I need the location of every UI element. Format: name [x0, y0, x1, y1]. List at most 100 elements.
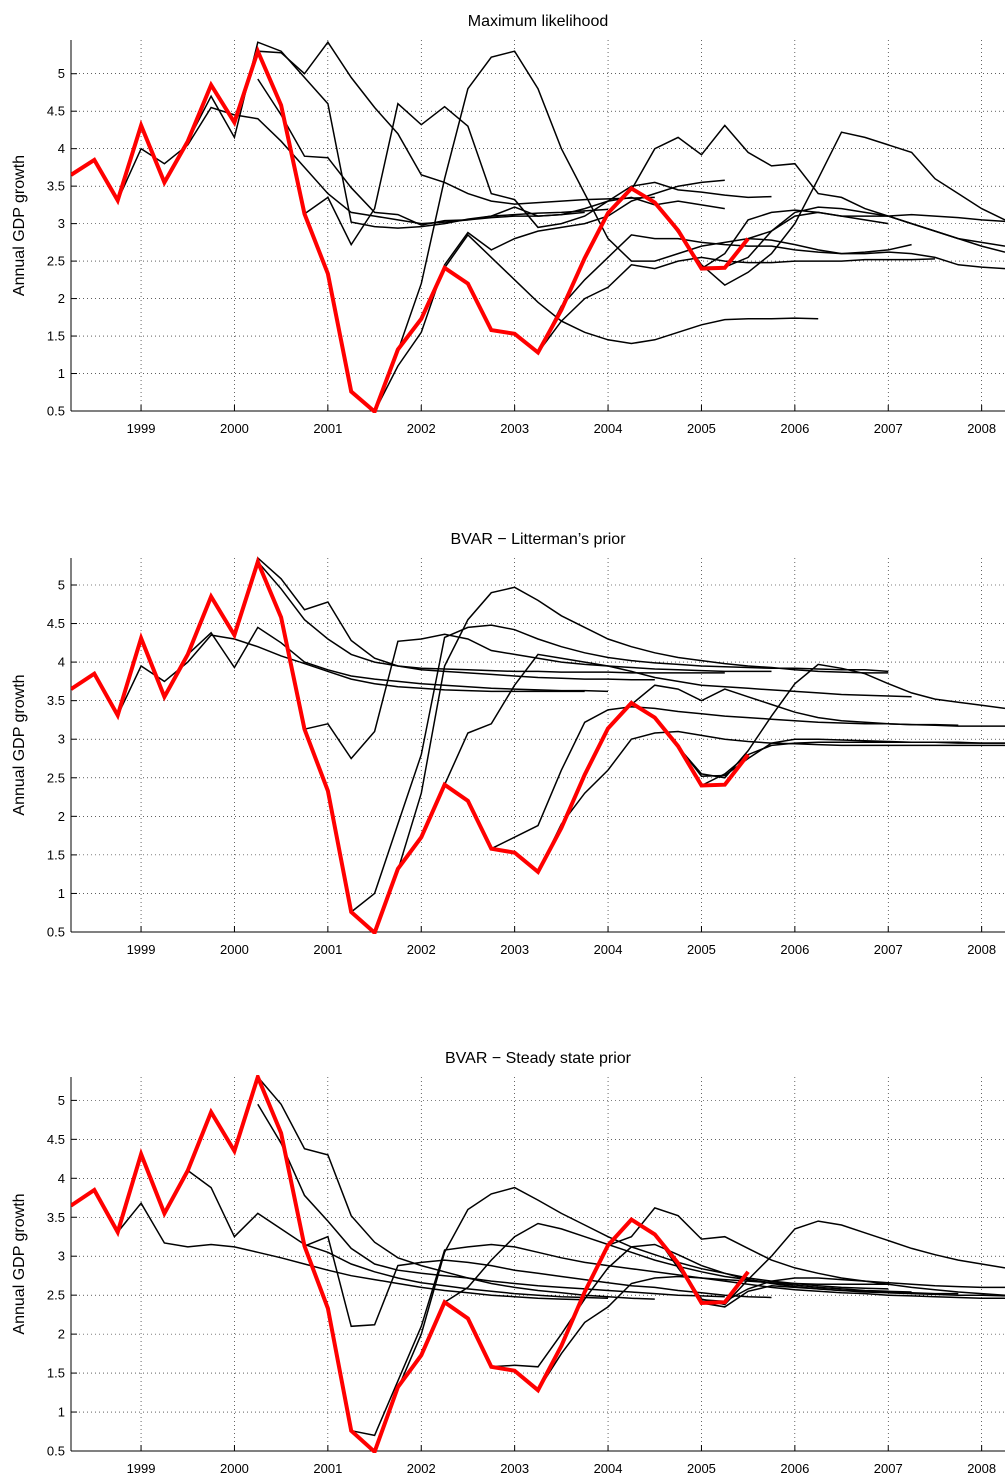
y-tick-label: 4 [58, 141, 65, 156]
y-tick-label: 1 [58, 886, 65, 901]
y-tick-label: 3 [58, 1249, 65, 1264]
y-tick-label: 5 [58, 1093, 65, 1108]
y-tick-label: 1.5 [47, 329, 65, 344]
forecast-line [304, 102, 772, 247]
forecast-line [701, 1285, 1005, 1308]
y-tick-label: 0.5 [47, 925, 65, 940]
x-tick-label: 2003 [500, 421, 529, 436]
y-axis-label: Annual GDP growth [11, 674, 28, 815]
y-tick-label: 4.5 [47, 104, 65, 119]
forecast-line [351, 1243, 889, 1437]
x-tick-label: 2003 [500, 942, 529, 957]
forecast-line [397, 653, 912, 870]
x-tick-label: 2005 [687, 942, 716, 957]
x-tick-label: 2002 [407, 1461, 436, 1476]
x-tick-label: 1999 [127, 942, 156, 957]
x-tick-label: 2005 [687, 1461, 716, 1476]
y-tick-label: 3.5 [47, 179, 65, 194]
x-tick-label: 2008 [967, 421, 996, 436]
x-tick-label: 2007 [874, 421, 903, 436]
x-tick-label: 2004 [594, 1461, 623, 1476]
x-tick-label: 2000 [220, 421, 249, 436]
forecast-line [117, 1201, 585, 1301]
forecast-line [677, 1262, 1005, 1303]
y-tick-label: 4.5 [47, 1132, 65, 1147]
y-tick-label: 1.5 [47, 1366, 65, 1381]
x-tick-label: 2007 [874, 1461, 903, 1476]
forecast-line [373, 50, 889, 412]
y-tick-label: 2 [58, 291, 65, 306]
panel-3: 1999 2000 2001 2002 2003 2004 2005 2006 2007 2008… [11, 1050, 1005, 1476]
forecast-line [187, 41, 609, 229]
forecast-line [397, 1222, 912, 1388]
forecast-line [350, 624, 889, 913]
x-tick-label: 2005 [687, 421, 716, 436]
x-tick-label: 2006 [780, 421, 809, 436]
forecast-line [677, 206, 1005, 268]
forecast-line [373, 586, 889, 934]
forecast-line [607, 1207, 1005, 1296]
y-tick-label: 3.5 [47, 693, 65, 708]
forecast-line [701, 741, 1005, 787]
forecast-line [350, 179, 725, 413]
y-tick-label: 3 [58, 216, 65, 231]
x-tick-label: 2003 [500, 1461, 529, 1476]
y-tick-label: 0.5 [47, 1444, 65, 1459]
forecast-line [537, 1275, 1005, 1391]
forecast-line [257, 78, 725, 226]
x-tick-label: 2008 [967, 1461, 996, 1476]
y-tick-label: 5 [58, 66, 65, 81]
forecast-line [257, 1103, 725, 1298]
x-tick-label: 2004 [594, 421, 623, 436]
forecast-line [233, 1075, 655, 1300]
x-tick-label: 2007 [874, 942, 903, 957]
forecast-line [748, 237, 1005, 270]
y-tick-label: 4.5 [47, 616, 65, 631]
x-tick-label: 2001 [313, 421, 342, 436]
forecast-line [397, 233, 819, 350]
forecast-line [607, 684, 1005, 729]
forecast-line [117, 634, 585, 716]
chart-title: BVAR − Litterman’s prior [450, 531, 626, 548]
y-tick-label: 1 [58, 1405, 65, 1420]
x-tick-label: 2000 [220, 1461, 249, 1476]
forecast-line [233, 40, 655, 205]
actual-gdp-line [71, 45, 750, 413]
y-axis-label: Annual GDP growth [11, 1193, 28, 1334]
y-tick-label: 2.5 [47, 254, 65, 269]
forecast-line [491, 1243, 959, 1368]
panel-1: 1999 2000 2001 2002 2003 2004 2005 2006 2007 2008… [11, 13, 1005, 436]
x-tick-label: 2001 [313, 1461, 342, 1476]
y-tick-label: 3 [58, 732, 65, 747]
forecast-line [233, 556, 655, 681]
panel-2: 1999 2000 2001 2002 2003 2004 2005 2006 2007 2008… [11, 531, 1005, 957]
series-group [71, 40, 1005, 413]
forecast-line [257, 561, 725, 674]
forecast-line [304, 633, 772, 760]
forecast-line [187, 1169, 609, 1300]
y-tick-label: 0.5 [47, 404, 65, 419]
forecast-line [117, 106, 585, 225]
forecast-line [701, 209, 1005, 270]
series-group [71, 1075, 1005, 1453]
forecast-line [491, 256, 936, 354]
y-tick-label: 2 [58, 1327, 65, 1342]
x-tick-label: 2002 [407, 421, 436, 436]
forecast-line [654, 131, 1005, 287]
actual-gdp-line [71, 556, 750, 934]
y-tick-label: 1.5 [47, 847, 65, 862]
y-tick-label: 5 [58, 577, 65, 592]
actual-gdp-line [71, 1075, 750, 1453]
y-tick-label: 3.5 [47, 1210, 65, 1225]
y-tick-label: 1 [58, 366, 65, 381]
x-tick-label: 2006 [780, 1461, 809, 1476]
x-tick-label: 2006 [780, 942, 809, 957]
y-tick-label: 2.5 [47, 1288, 65, 1303]
x-tick-label: 2002 [407, 942, 436, 957]
chart-title: Maximum likelihood [468, 13, 609, 30]
x-tick-label: 1999 [127, 421, 156, 436]
y-tick-label: 2 [58, 809, 65, 824]
series-group [71, 556, 1005, 934]
chart-title: BVAR − Steady state prior [445, 1050, 632, 1067]
